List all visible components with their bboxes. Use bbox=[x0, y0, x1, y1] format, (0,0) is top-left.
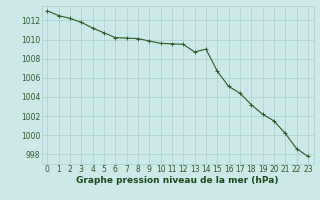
X-axis label: Graphe pression niveau de la mer (hPa): Graphe pression niveau de la mer (hPa) bbox=[76, 176, 279, 185]
